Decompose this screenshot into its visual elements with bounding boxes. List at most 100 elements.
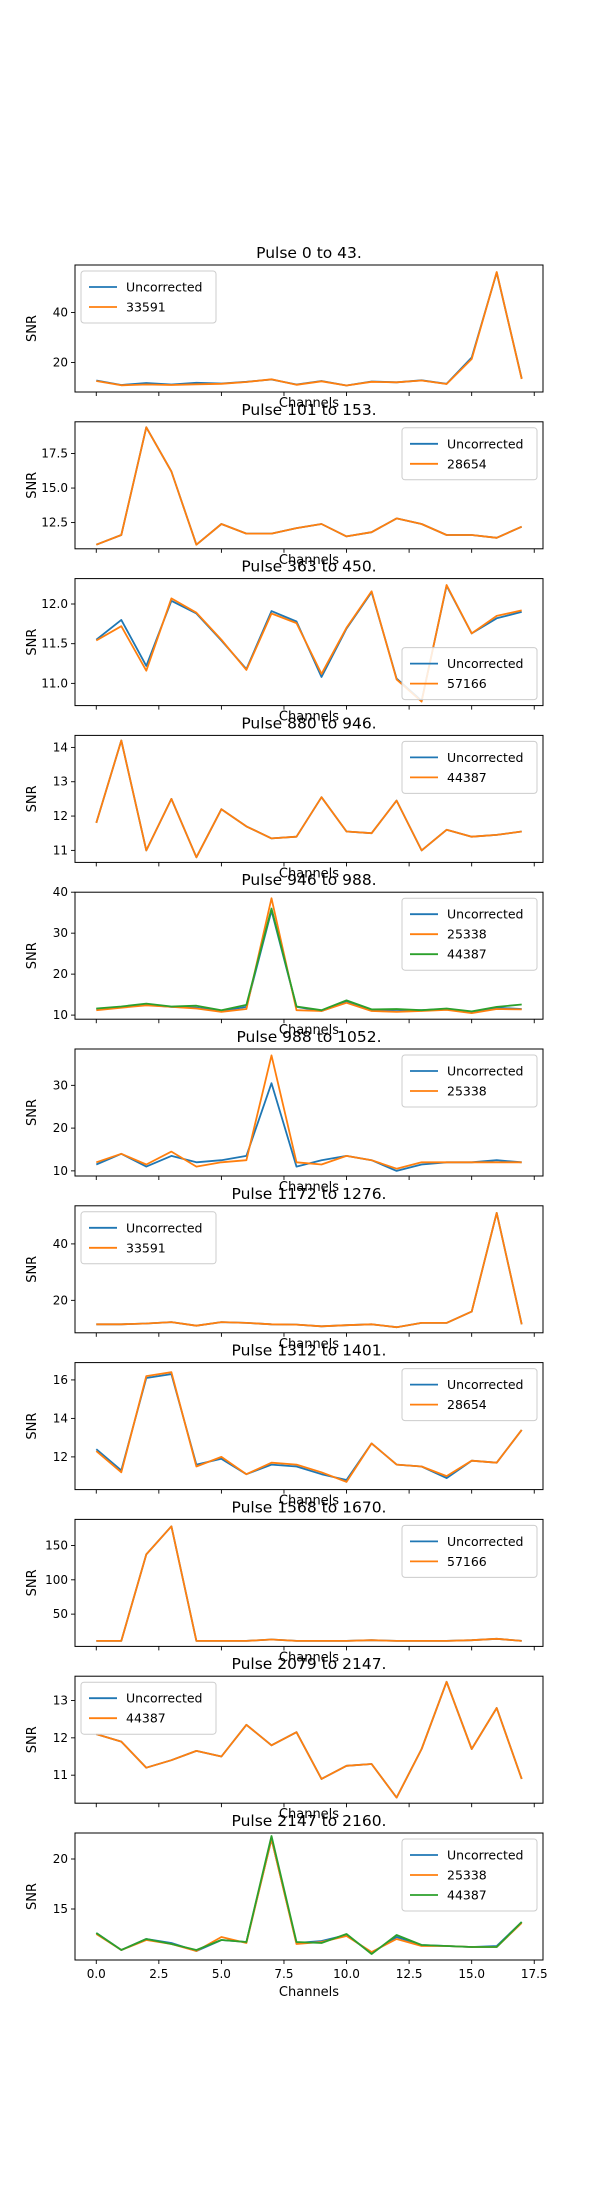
y-tick-label: 14 [53, 1411, 68, 1425]
subplot-title: Pulse 1312 to 1401. [232, 1342, 387, 1360]
legend-box [401, 897, 538, 971]
series-line-2 [96, 1212, 523, 1329]
y-tick-label: 13 [53, 775, 68, 789]
subplot-title: Pulse 363 to 450. [241, 558, 376, 576]
legend-label: 44387 [447, 770, 487, 785]
legend-box [401, 1054, 538, 1108]
series-line-2 [95, 1371, 523, 1483]
y-tick-label: 10 [53, 1008, 68, 1022]
legend-box [401, 647, 538, 701]
x-tick-label: 10.0 [333, 1967, 360, 1981]
legend-label: Uncorrected [126, 280, 202, 295]
y-axis-label: SNR [25, 942, 40, 969]
legend-box [401, 427, 538, 481]
y-tick-label: 16 [53, 1373, 68, 1387]
x-axis-label: Channels [279, 553, 339, 568]
y-axis-label: SNR [25, 1726, 40, 1753]
legend: Uncorrected 33591 [80, 270, 217, 324]
y-tick-label: 30 [53, 1078, 68, 1092]
legend-box [80, 1681, 217, 1735]
series-line-1 [95, 1373, 523, 1481]
legend: Uncorrected 25338 [401, 1054, 538, 1108]
axes-frame [74, 734, 544, 863]
legend-label: Uncorrected [447, 907, 523, 922]
subplot-10: Pulse 2079 to 2147. 11 12 13 SNR Channels Unco… [25, 1655, 544, 1822]
legend: Uncorrected 25338 44387 [401, 897, 538, 971]
subplot-title: Pulse 2079 to 2147. [232, 1655, 387, 1673]
y-tick-label: 40 [53, 1237, 68, 1251]
y-tick-label: 20 [53, 1852, 68, 1866]
y-tick-label: 14 [53, 740, 68, 754]
x-tick-label: 7.5 [274, 1967, 293, 1981]
subplot-title: Pulse 880 to 946. [241, 714, 376, 732]
x-tick-label: 15.0 [458, 1967, 485, 1981]
subplot-title: Pulse 2147 to 2160. [232, 1812, 387, 1830]
legend-label: Uncorrected [447, 1064, 523, 1079]
y-axis-label: SNR [25, 1883, 40, 1910]
axes-frame [74, 421, 544, 550]
x-axis-label: Channels [279, 1337, 339, 1352]
axes-frame [74, 1832, 544, 1961]
x-axis-label: Channels [279, 1650, 339, 1665]
legend: Uncorrected 57166 [401, 1524, 538, 1578]
legend: Uncorrected 44387 [80, 1681, 217, 1735]
subplot-3: Pulse 363 to 450. 11.0 11.5 12.0 SNR Channels… [25, 558, 544, 725]
axes-frame [74, 1048, 544, 1177]
axes-frame [74, 578, 544, 707]
y-axis-label: SNR [25, 1569, 40, 1596]
y-axis-label: SNR [25, 1256, 40, 1283]
y-tick-label: 10 [53, 1164, 68, 1178]
legend-label: 28654 [447, 456, 487, 471]
y-tick-label: 50 [53, 1607, 68, 1621]
legend-box [80, 270, 217, 324]
legend-label: Uncorrected [447, 1377, 523, 1392]
subplot-5: Pulse 946 to 988. 10 20 30 40 SNR Channels Unco… [25, 871, 544, 1038]
axes-frame [74, 891, 544, 1020]
series-line-2 [96, 271, 523, 387]
y-tick-label: 100 [45, 1573, 68, 1587]
legend-label: 44387 [447, 947, 487, 962]
subplot-title: Pulse 101 to 153. [241, 401, 376, 419]
subplot-title: Pulse 1172 to 1276. [232, 1185, 387, 1203]
x-axis-label: Channels [279, 1985, 339, 2000]
y-tick-label: 11 [53, 843, 68, 857]
y-tick-label: 11.0 [41, 676, 68, 690]
subplot-title: Pulse 988 to 1052. [236, 1028, 381, 1046]
subplot-title: Pulse 0 to 43. [256, 244, 362, 262]
legend-box [401, 740, 538, 794]
subplot-11: Pulse 2147 to 2160. 15 20 0.0 2.5 5.0 7.5 10.0 1… [25, 1812, 548, 2000]
x-axis-label: Channels [279, 1180, 339, 1195]
y-tick-label: 15 [53, 1902, 68, 1916]
series-line-3 [96, 907, 522, 1013]
subplot-title: Pulse 946 to 988. [241, 871, 376, 889]
axes-frame [74, 1362, 544, 1491]
y-axis-label: SNR [25, 1413, 40, 1440]
x-tick-label: 2.5 [149, 1967, 168, 1981]
x-axis-label: Channels [279, 1494, 339, 1509]
series-line-2 [96, 1054, 522, 1170]
y-tick-label: 17.5 [41, 447, 68, 461]
legend-label: 25338 [447, 927, 487, 942]
legend-label: 25338 [447, 1084, 487, 1099]
legend-label: Uncorrected [126, 1691, 202, 1706]
legend-box [80, 1211, 217, 1265]
axes-frame [74, 264, 544, 393]
y-tick-label: 12 [53, 1450, 68, 1464]
subplot-title: Pulse 1568 to 1670. [232, 1498, 387, 1516]
legend-label: 44387 [126, 1711, 166, 1726]
y-tick-label: 20 [53, 1121, 68, 1135]
axes-frame [74, 1675, 544, 1804]
legend-label: 33591 [126, 1240, 166, 1255]
y-tick-label: 20 [53, 1293, 68, 1307]
series-line-2 [96, 1680, 523, 1799]
x-axis-label: Channels [279, 866, 339, 881]
subplot-8: Pulse 1312 to 1401. 12 14 16 SNR Channels Unco… [25, 1342, 544, 1509]
x-axis-label: Channels [279, 1807, 339, 1822]
series-line-2 [95, 426, 523, 546]
legend-label: 25338 [447, 1868, 487, 1883]
y-tick-label: 12 [53, 1731, 68, 1745]
legend: Uncorrected 25338 44387 [401, 1838, 538, 1912]
y-tick-label: 40 [53, 306, 68, 320]
